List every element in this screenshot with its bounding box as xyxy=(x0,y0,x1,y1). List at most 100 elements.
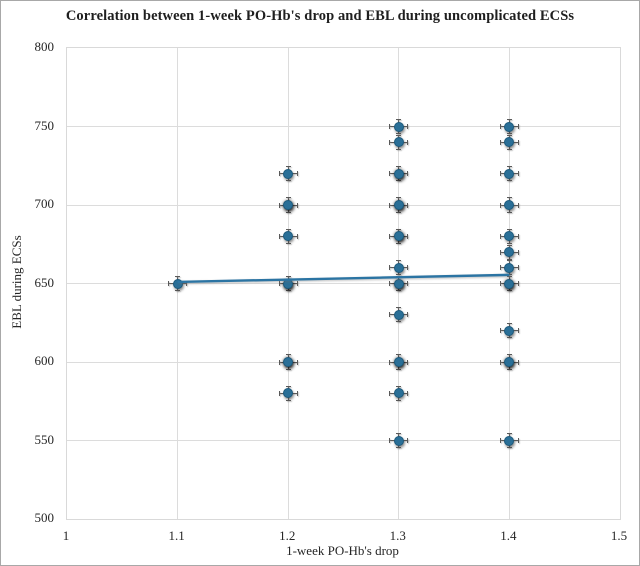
error-bar-cap xyxy=(396,180,402,182)
data-point-marker xyxy=(504,247,515,258)
data-point-marker xyxy=(393,121,404,132)
error-bar-cap xyxy=(396,447,402,449)
error-bar-cap xyxy=(506,197,512,199)
error-bar-cap xyxy=(506,260,512,262)
error-bar-cap xyxy=(500,124,502,129)
x-tick-label: 1 xyxy=(62,528,70,543)
error-bar-cap xyxy=(389,265,391,271)
error-bar-cap xyxy=(278,390,280,396)
gridline-horizontal xyxy=(67,283,620,284)
error-bar-cap xyxy=(396,211,402,213)
error-bar-cap xyxy=(296,202,298,208)
error-bar-cap xyxy=(396,307,402,309)
error-bar-cap xyxy=(500,265,502,271)
error-bar-cap xyxy=(407,124,409,129)
error-bar-cap xyxy=(278,171,280,177)
error-bar-cap xyxy=(396,242,402,244)
data-point-marker xyxy=(283,231,294,242)
error-bar-cap xyxy=(506,134,512,136)
error-bar-cap xyxy=(500,328,502,334)
data-point-marker xyxy=(393,357,404,367)
error-bar-cap xyxy=(517,139,519,145)
error-bar-cap xyxy=(517,249,519,255)
error-bar-cap xyxy=(285,211,291,213)
error-bar-cap xyxy=(168,281,170,286)
y-tick-label: 700 xyxy=(34,196,55,211)
error-bar-cap xyxy=(389,124,391,129)
error-bar-cap xyxy=(407,265,409,271)
error-bar-cap xyxy=(396,133,402,135)
error-bar-cap xyxy=(396,274,402,276)
y-tick-label: 750 xyxy=(34,117,55,133)
error-bar-cap xyxy=(389,312,391,318)
error-bar-cap xyxy=(407,139,409,145)
error-bar-cap xyxy=(175,290,181,292)
data-point-marker xyxy=(283,200,294,210)
error-bar-cap xyxy=(396,399,402,401)
x-tick-label: 1.2 xyxy=(279,528,296,543)
data-point-marker xyxy=(393,262,404,273)
error-bar-cap xyxy=(285,368,291,370)
y-tick-label: 650 xyxy=(34,274,55,290)
chart-title: Correlation between 1-week PO-Hb's drop … xyxy=(65,8,575,24)
error-bar-cap xyxy=(506,180,512,182)
data-point-marker xyxy=(172,278,183,289)
data-point-marker xyxy=(393,435,404,446)
error-bar-cap xyxy=(506,133,512,135)
error-bar-cap xyxy=(506,337,512,339)
error-bar-cap xyxy=(396,134,402,136)
error-bar-cap xyxy=(506,432,512,434)
y-tick-label: 500 xyxy=(34,510,55,525)
error-bar-cap xyxy=(517,171,519,177)
error-bar-cap xyxy=(506,368,512,370)
error-bar-cap xyxy=(407,359,409,365)
error-bar-cap xyxy=(296,281,298,286)
error-bar-cap xyxy=(506,275,512,277)
error-bar-cap xyxy=(389,233,391,239)
error-bar-cap xyxy=(285,197,291,199)
error-bar-cap xyxy=(285,228,291,230)
error-bar-cap xyxy=(500,171,502,177)
trendline xyxy=(177,273,510,284)
gridline-horizontal xyxy=(67,440,620,441)
error-bar-cap xyxy=(185,281,187,286)
error-bar-cap xyxy=(517,202,519,208)
error-bar-cap xyxy=(506,242,512,244)
error-bar-cap xyxy=(517,438,519,443)
error-bar-cap xyxy=(517,328,519,334)
data-point-marker xyxy=(504,200,515,210)
error-bar-cap xyxy=(396,385,402,387)
plot-area xyxy=(66,47,621,520)
error-bar-cap xyxy=(407,202,409,208)
error-bar-cap xyxy=(407,390,409,396)
error-bar-cap xyxy=(278,359,280,365)
error-bar-cap xyxy=(506,244,512,246)
error-bar-cap xyxy=(506,228,512,230)
gridline-horizontal xyxy=(67,361,620,363)
error-bar-cap xyxy=(285,275,291,277)
error-bar-cap xyxy=(285,399,291,401)
error-bar-cap xyxy=(396,260,402,262)
error-bar-cap xyxy=(506,290,512,292)
error-bar-cap xyxy=(500,438,502,443)
x-tick-label: 1.3 xyxy=(389,528,406,543)
error-bar-cap xyxy=(389,202,391,208)
error-bar-cap xyxy=(407,171,409,177)
error-bar-cap xyxy=(285,166,291,168)
data-point-marker xyxy=(504,168,515,179)
x-tick-label: 1.1 xyxy=(168,528,185,543)
error-bar-cap xyxy=(506,166,512,168)
error-bar-cap xyxy=(285,385,291,387)
error-bar-cap xyxy=(278,202,280,208)
error-bar-cap xyxy=(285,180,291,182)
error-bar-cap xyxy=(407,312,409,318)
error-bar-cap xyxy=(500,139,502,145)
error-bar-cap xyxy=(278,281,280,286)
gridline-horizontal xyxy=(67,126,620,127)
y-tick-label: 600 xyxy=(34,353,55,368)
error-bar-cap xyxy=(500,233,502,239)
error-bar-cap xyxy=(500,249,502,255)
error-bar-cap xyxy=(396,166,402,168)
data-point-marker xyxy=(504,325,515,336)
error-bar-cap xyxy=(506,211,512,213)
